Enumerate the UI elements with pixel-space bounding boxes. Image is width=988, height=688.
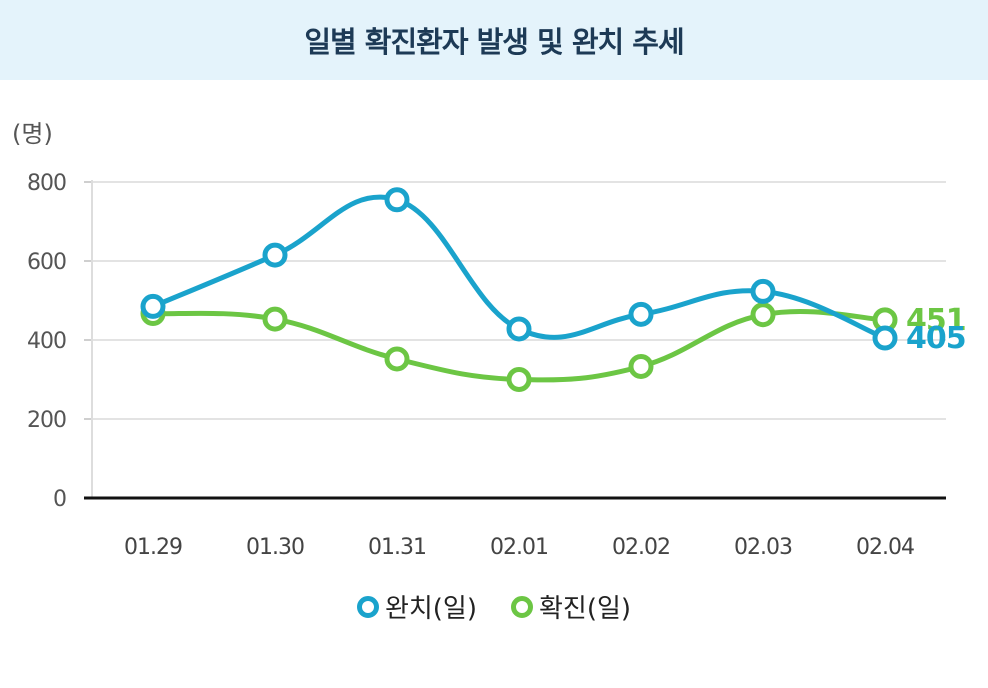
data-point[interactable] (384, 187, 410, 213)
legend-item-confirmed[interactable]: 확진(일) (511, 588, 631, 625)
data-point[interactable] (750, 278, 776, 304)
chart-area: (명) 0 200 400 600 800 01.29 01.30 01.31 02.01 02… (0, 80, 988, 688)
series-group (140, 187, 898, 392)
data-point[interactable] (140, 293, 166, 319)
x-tick-label: 01.31 (368, 535, 426, 560)
chart-header: 일별 확진환자 발생 및 완치 추세 (0, 0, 988, 80)
series-confirmed (140, 301, 898, 392)
series-recovered (140, 187, 898, 351)
legend-item-recovered[interactable]: 완치(일) (356, 588, 477, 625)
y-tick-label: 200 (27, 408, 66, 433)
data-point[interactable] (384, 346, 410, 372)
data-point[interactable] (262, 242, 288, 268)
end-value-label: 405 (906, 321, 966, 356)
x-tick-label: 01.29 (124, 535, 182, 560)
x-tick-label: 02.03 (734, 535, 792, 560)
x-tick-labels: 01.29 01.30 01.31 02.01 02.02 02.03 02.04 (124, 535, 915, 560)
x-tick-label: 02.02 (612, 535, 670, 560)
x-tick-label: 02.04 (856, 535, 914, 560)
x-tick-label: 02.01 (490, 535, 548, 560)
y-unit-label: (명) (12, 120, 53, 148)
y-tick-label: 800 (27, 171, 66, 196)
legend-label-confirmed: 확진(일) (539, 594, 632, 624)
legend-marker-confirmed-icon (511, 595, 533, 618)
x-tick-label: 01.30 (246, 535, 304, 560)
y-tick-label: 600 (27, 250, 66, 275)
data-point[interactable] (262, 306, 288, 332)
chart-title: 일별 확진환자 발생 및 완치 추세 (304, 25, 684, 59)
y-tick-label: 0 (53, 487, 66, 512)
end-value-label: 451 (906, 303, 966, 338)
data-point[interactable] (872, 325, 898, 351)
data-point[interactable] (628, 353, 654, 379)
gridlines (84, 180, 946, 500)
y-tick-labels: 0 200 400 600 800 (27, 171, 67, 512)
legend-marker-recovered-icon (356, 595, 379, 618)
data-point[interactable] (628, 301, 654, 327)
data-point[interactable] (506, 367, 532, 392)
line-chart: (명) 0 200 400 600 800 01.29 01.30 01.31 02.01 02… (12, 120, 967, 560)
data-point[interactable] (750, 302, 776, 328)
legend-label-recovered: 완치(일) (384, 594, 477, 624)
legend: 완치(일) 확진(일) (0, 588, 988, 625)
y-tick-label: 400 (27, 329, 66, 354)
data-point[interactable] (506, 316, 532, 342)
